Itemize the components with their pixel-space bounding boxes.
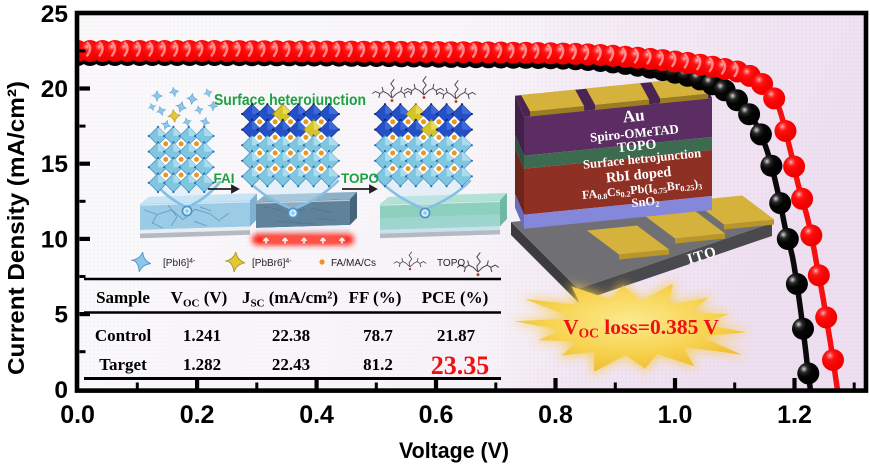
svg-text:Voltage (V): Voltage (V) (399, 438, 509, 463)
svg-text:22.43: 22.43 (272, 355, 310, 374)
svg-text:FAI: FAI (213, 171, 234, 186)
svg-text:15: 15 (41, 151, 68, 178)
svg-text:0.4: 0.4 (299, 401, 334, 429)
svg-text:PCE (%): PCE (%) (422, 288, 489, 307)
svg-text:Control: Control (95, 326, 152, 345)
svg-text:20: 20 (41, 76, 68, 103)
svg-text:81.2: 81.2 (363, 355, 393, 374)
svg-text:0.6: 0.6 (419, 401, 454, 429)
svg-text:Target: Target (99, 355, 147, 374)
svg-text:0.8: 0.8 (538, 401, 573, 429)
svg-text:0.0: 0.0 (60, 401, 95, 429)
svg-text:1.2: 1.2 (777, 401, 812, 429)
svg-text:JSC (mA/cm²): JSC (mA/cm²) (242, 288, 338, 310)
svg-text:Sample: Sample (96, 288, 150, 307)
svg-text:1.282: 1.282 (183, 355, 221, 374)
svg-text:5: 5 (54, 302, 68, 329)
svg-text:SnO2: SnO2 (631, 193, 660, 211)
svg-text:0.2: 0.2 (180, 401, 215, 429)
svg-text:1.241: 1.241 (183, 326, 221, 345)
svg-text:25: 25 (41, 1, 68, 28)
svg-text:FA/MA/Cs: FA/MA/Cs (331, 258, 376, 269)
svg-text:0: 0 (54, 377, 68, 404)
svg-text:TOPO: TOPO (341, 171, 379, 186)
svg-text:1.0: 1.0 (658, 401, 693, 429)
svg-text:RbI doped: RbI doped (605, 164, 672, 186)
svg-text:21.87: 21.87 (437, 326, 476, 345)
svg-text:23.35: 23.35 (431, 351, 490, 380)
svg-text:TOPO: TOPO (437, 258, 465, 269)
svg-text:Au: Au (622, 105, 646, 126)
svg-text:[PbBr6]4-: [PbBr6]4- (252, 258, 292, 269)
svg-text:78.7: 78.7 (363, 326, 393, 345)
svg-text:22.38: 22.38 (272, 326, 310, 345)
svg-text:Surface heterojunction: Surface heterojunction (214, 92, 366, 109)
svg-text:Current Density (mA/cm²): Current Density (mA/cm²) (3, 81, 29, 375)
svg-text:FF (%): FF (%) (349, 288, 402, 307)
svg-text:TOPO: TOPO (616, 137, 657, 156)
svg-text:10: 10 (41, 226, 68, 253)
svg-text:VOC (V): VOC (V) (171, 288, 228, 310)
svg-text:[PbI6]4-: [PbI6]4- (163, 258, 196, 269)
